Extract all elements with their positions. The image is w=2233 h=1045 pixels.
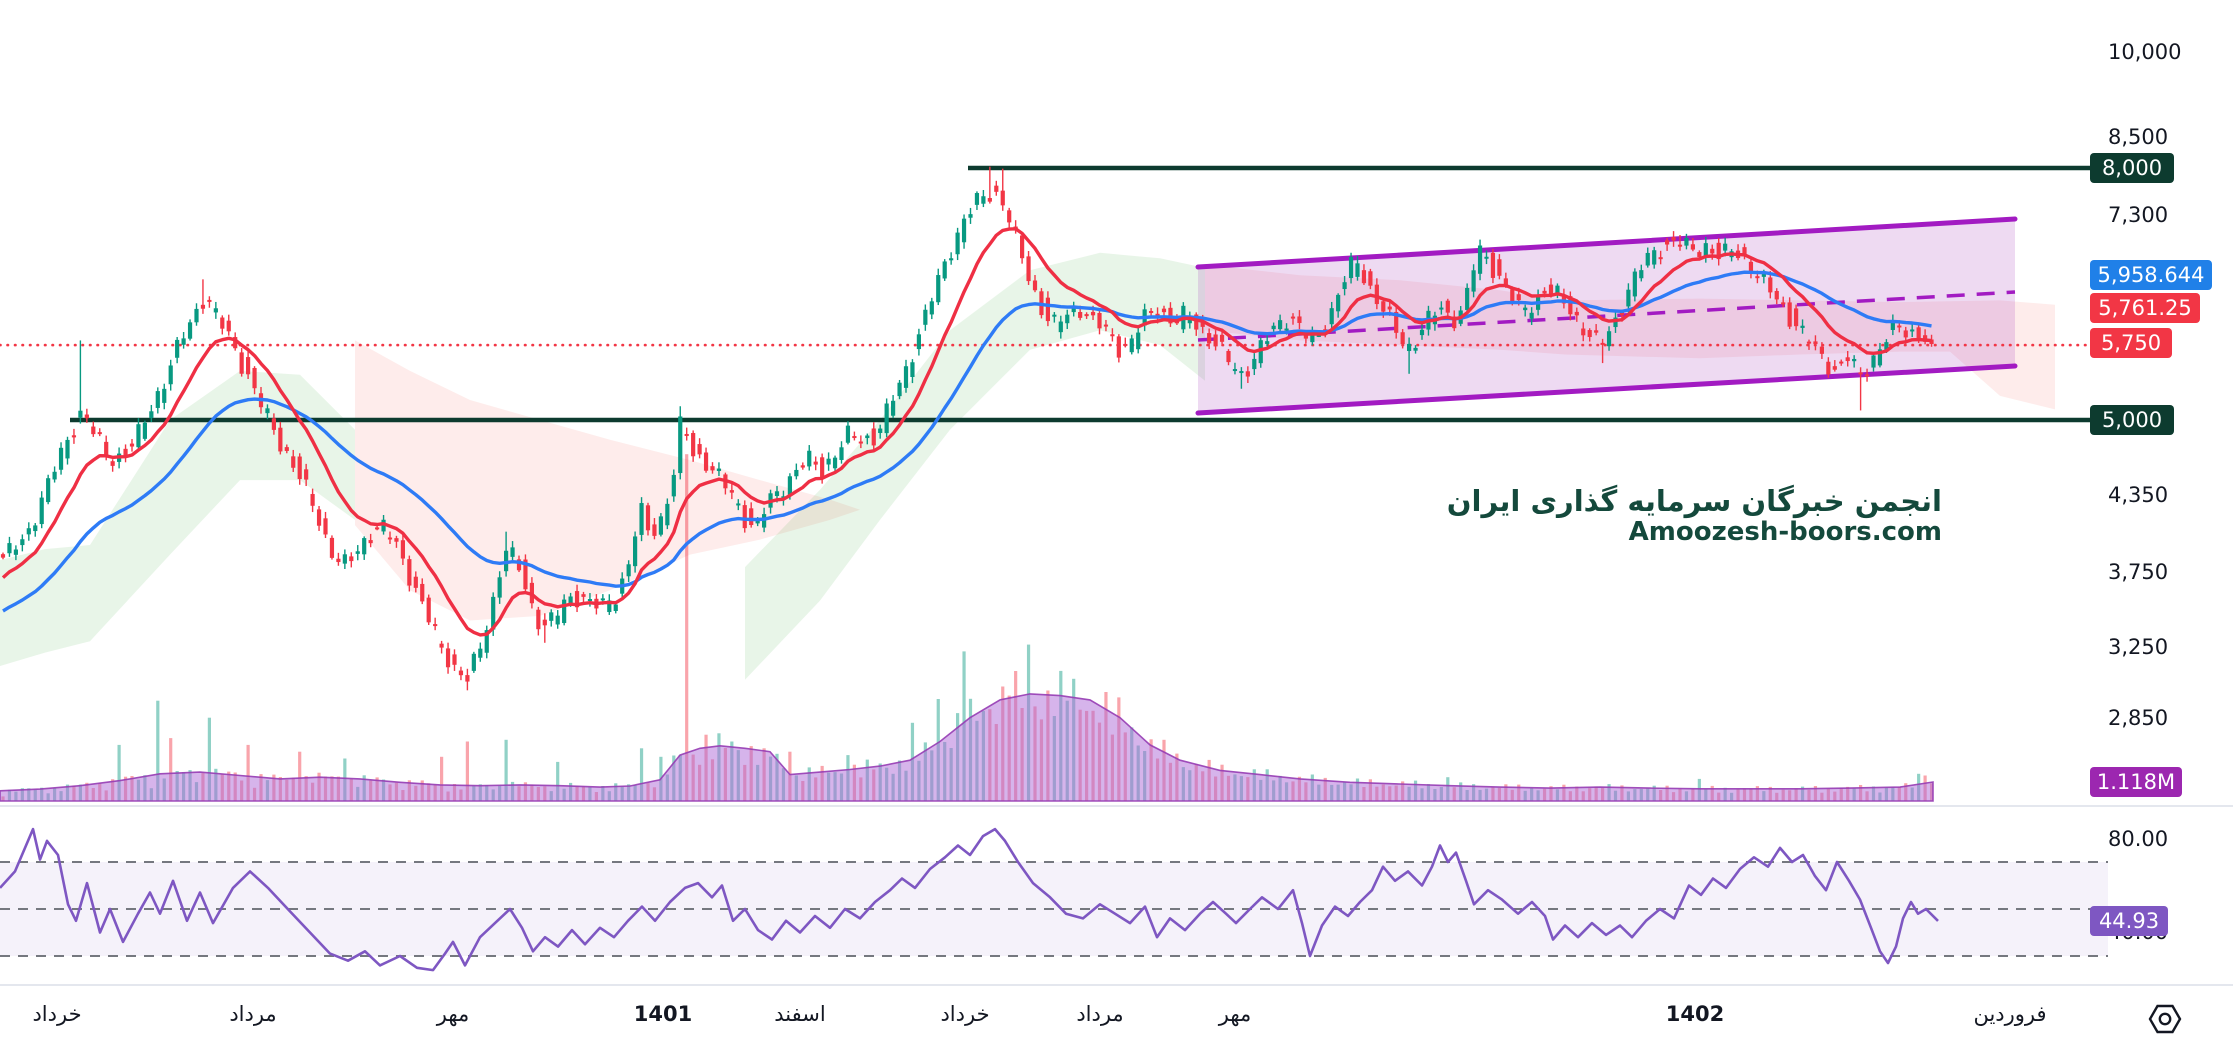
time-axis-label: اسفند: [774, 1002, 826, 1026]
price-badge-8,000: 8,000: [2090, 153, 2174, 183]
price-badge-5,958.644: 5,958.644: [2090, 260, 2212, 290]
price-axis-label: 3,250: [2108, 635, 2169, 659]
ichimoku-cloud-green: [745, 252, 1205, 680]
price-axis-label: 10,000: [2108, 40, 2182, 64]
price-badge-5,750: 5,750: [2090, 328, 2172, 358]
channel-top-line[interactable]: [1195, 216, 2018, 270]
ichimoku-cloud-green: [90, 370, 355, 642]
plot-area[interactable]: [0, 165, 2108, 972]
time-axis-label: مرداد: [1076, 1002, 1124, 1026]
price-axis-label: 4,350: [2108, 483, 2169, 507]
time-axis-label: مهر: [436, 1002, 470, 1026]
watermark-line-2: Amoozesh-boors.com: [1628, 517, 1942, 547]
price-axis-label: 3,750: [2108, 560, 2169, 584]
time-axis-label: خرداد: [32, 1002, 82, 1026]
rsi-line: [0, 827, 1939, 972]
watermark-line-1: انجمن خبرگان سرمایه گذاری ایران: [1446, 484, 1942, 518]
channel-bottom-line[interactable]: [1195, 363, 2018, 416]
price-badge-5,000: 5,000: [2090, 405, 2174, 435]
price-axis-label: 7,300: [2108, 203, 2169, 227]
channel-fill: [1198, 219, 2015, 413]
hexagon-logo-icon[interactable]: [2147, 1002, 2183, 1036]
price-badge-44.93: 44.93: [2090, 906, 2168, 936]
time-axis-label: 1401: [633, 1002, 693, 1026]
ichimoku-cloud-green: [0, 545, 90, 666]
price-badge-1.118M: 1.118M: [2090, 767, 2182, 797]
time-axis-label: مرداد: [229, 1002, 277, 1026]
volume-ma-area: [0, 693, 1934, 802]
channel-mid-dashed-line[interactable]: [1197, 290, 2016, 342]
ma-fast-line: [1, 227, 1932, 637]
ichimoku-cloud-pink: [1565, 298, 2055, 410]
time-axis-label: 1402: [1665, 1002, 1725, 1026]
time-axis-label: خرداد: [940, 1002, 990, 1026]
price-badge-5,761.25: 5,761.25: [2090, 293, 2200, 323]
ichimoku-cloud-pink: [355, 340, 860, 621]
time-axis-label: مهر: [1218, 1002, 1252, 1026]
watermark: انجمن خبرگان سرمایه گذاری ایران Amoozesh…: [1342, 484, 1942, 546]
price-axis-label: 80.00: [2108, 827, 2169, 851]
volume-pane: [0, 454, 1934, 802]
ma-slow-line: [2, 270, 1932, 613]
price-axis-label: 2,850: [2108, 706, 2169, 730]
time-axis-label: فروردین: [1973, 1002, 2047, 1026]
price-axis-label: 8,500: [2108, 125, 2169, 149]
